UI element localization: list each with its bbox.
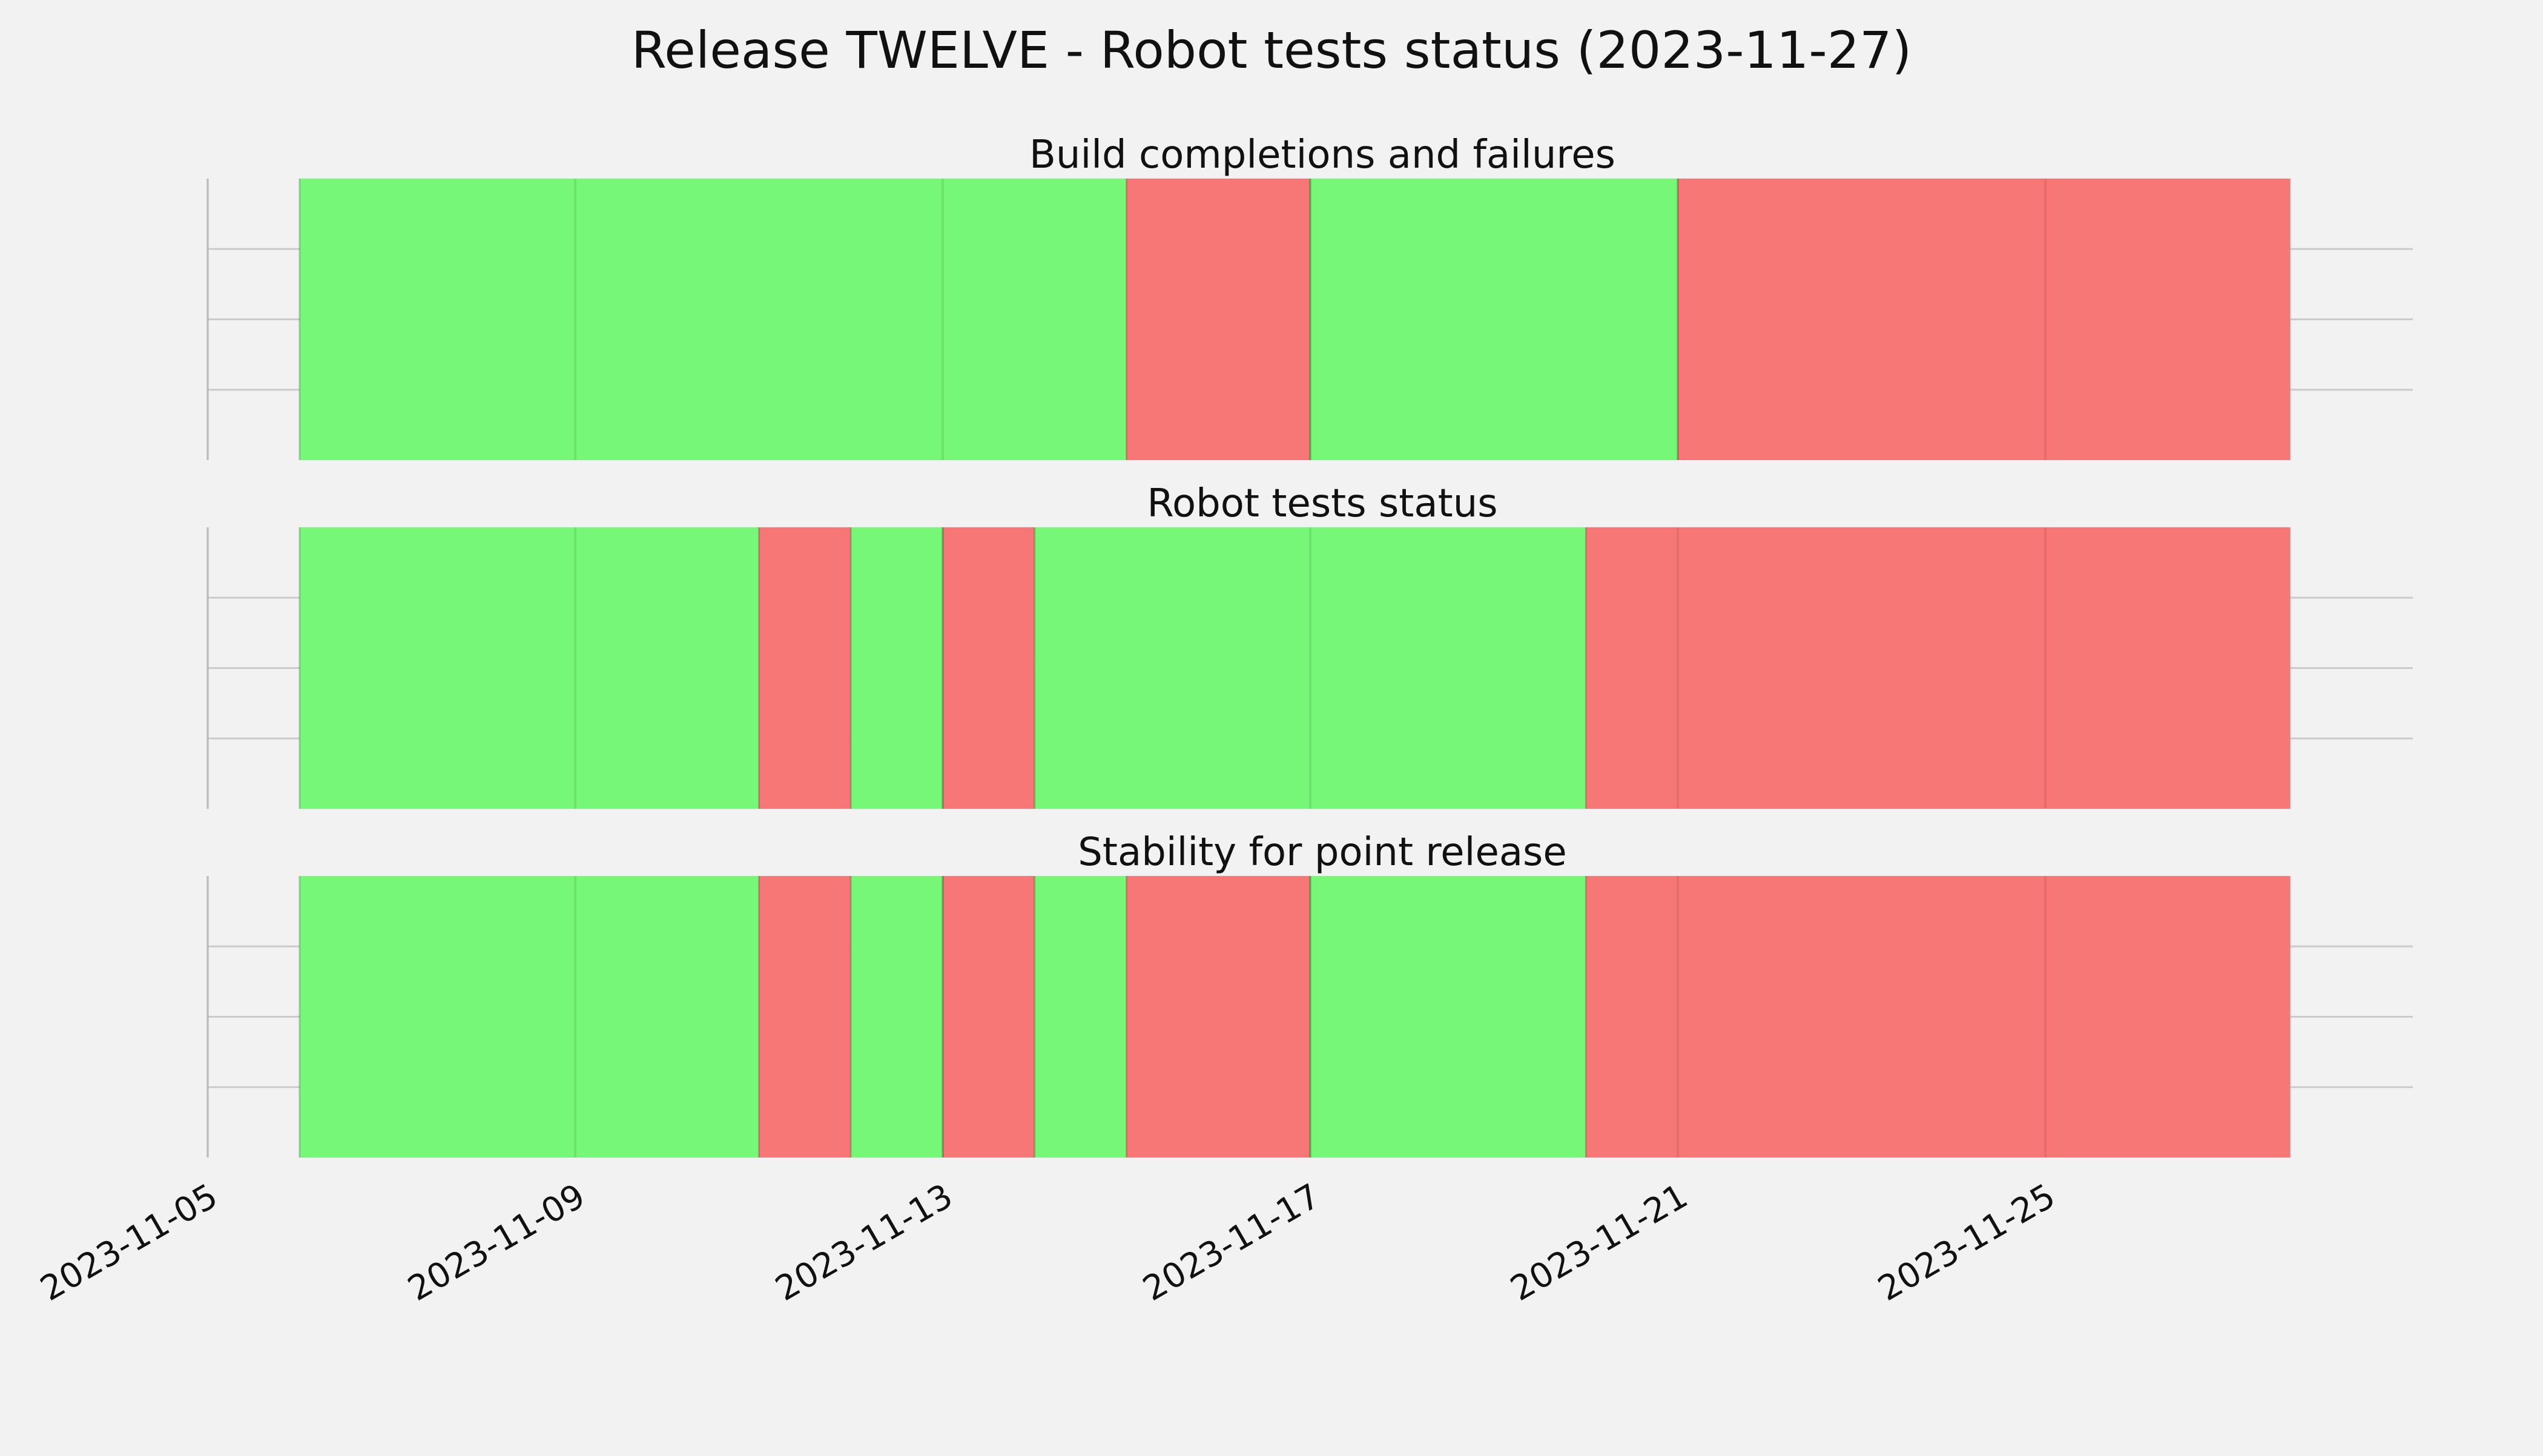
status-segment-fail bbox=[1586, 876, 2291, 1158]
status-segment-fail bbox=[1678, 179, 2291, 460]
panel-title: Build completions and failures bbox=[1029, 133, 1615, 177]
panel: Robot tests status bbox=[206, 481, 2413, 809]
panels: Build completions and failures Robot test… bbox=[206, 133, 2413, 1158]
status-segment-fail bbox=[759, 876, 851, 1158]
panel: Stability for point release bbox=[206, 830, 2413, 1158]
status-segment-fail bbox=[943, 876, 1035, 1158]
panel: Build completions and failures bbox=[206, 133, 2413, 460]
status-segment-fail bbox=[1126, 876, 1310, 1158]
status-segment-pass bbox=[851, 876, 943, 1158]
status-segment-pass bbox=[851, 527, 943, 809]
status-segment-pass bbox=[299, 527, 759, 809]
panel-title: Robot tests status bbox=[1147, 481, 1497, 526]
status-segment-pass bbox=[1034, 876, 1127, 1158]
status-segment-fail bbox=[1586, 527, 2291, 809]
status-segment-fail bbox=[943, 527, 1035, 809]
chart-title: Release TWELVE - Robot tests status (202… bbox=[632, 21, 1912, 80]
status-segment-pass bbox=[299, 179, 1127, 460]
status-segment-pass bbox=[1310, 179, 1678, 460]
status-segment-pass bbox=[1310, 876, 1586, 1158]
status-segment-pass bbox=[1034, 527, 1586, 809]
panel-title: Stability for point release bbox=[1078, 830, 1567, 875]
status-segment-pass bbox=[299, 876, 759, 1158]
status-segment-fail bbox=[1126, 179, 1310, 460]
status-segment-fail bbox=[759, 527, 851, 809]
